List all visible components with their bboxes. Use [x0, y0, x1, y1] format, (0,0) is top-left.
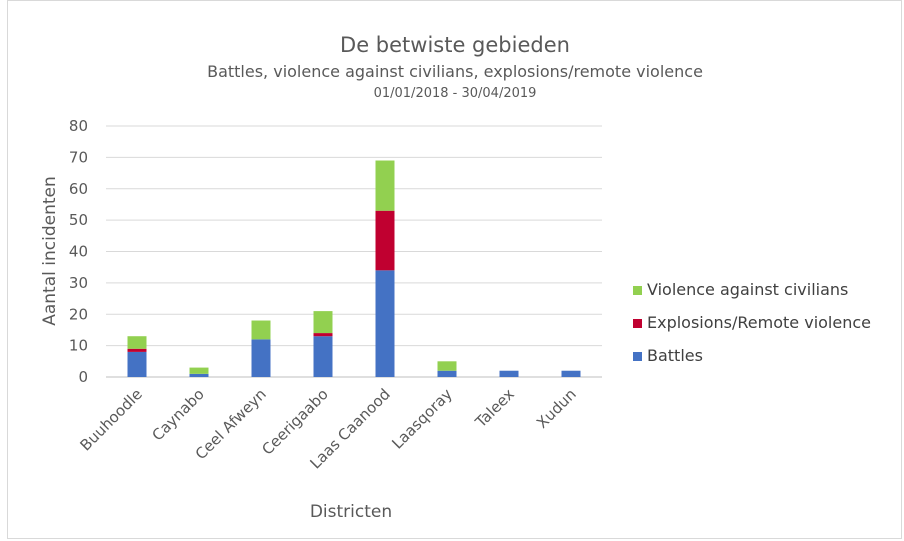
y-tick-label: 50 — [69, 211, 88, 229]
y-tick-label: 30 — [69, 274, 88, 292]
y-tick-label: 80 — [69, 117, 88, 135]
bar-segment — [375, 160, 395, 211]
stacked-bar-chart: De betwiste gebieden Battles, violence a… — [40, 33, 871, 522]
bars — [127, 160, 581, 377]
bar-segment — [437, 361, 457, 371]
bar-segment — [251, 339, 271, 377]
y-tick-label: 10 — [69, 337, 88, 355]
bar-segment — [375, 210, 395, 271]
bar-segment — [313, 311, 333, 334]
chart-frame: De betwiste gebieden Battles, violence a… — [7, 0, 902, 539]
legend: Violence against civilians Explosions/Rem… — [633, 280, 871, 365]
chart-subtitle: Battles, violence against civilians, exp… — [207, 62, 703, 81]
y-tick-label: 40 — [69, 243, 88, 261]
x-tick-label: Caynabo — [148, 385, 207, 444]
legend-swatch — [633, 319, 642, 328]
bar-segment — [127, 336, 147, 349]
bar-segment — [313, 333, 333, 337]
bar-segment — [437, 370, 457, 377]
bar-segment — [375, 270, 395, 377]
y-axis-label: Aantal incidenten — [40, 176, 60, 326]
gridlines — [106, 125, 602, 378]
legend-entry: Violence against civilians — [647, 280, 848, 299]
bar-segment — [189, 367, 209, 374]
bar-segment — [313, 336, 333, 377]
y-tick-label: 20 — [69, 305, 88, 323]
bar-segment — [561, 370, 581, 377]
x-tick-label: Buuhoodle — [76, 385, 145, 454]
bar-segment — [251, 320, 271, 340]
y-axis-ticks: 0 10 20 30 40 50 60 70 80 — [69, 117, 88, 386]
x-axis-label: Districten — [310, 502, 392, 522]
x-tick-label: Laasqoray — [388, 385, 456, 453]
bar-segment — [499, 370, 519, 377]
bar-segment — [127, 351, 147, 377]
x-tick-label: Xudun — [533, 385, 580, 432]
legend-swatch — [633, 286, 642, 295]
legend-entry: Battles — [647, 346, 703, 365]
legend-swatch — [633, 352, 642, 361]
bar-segment — [127, 348, 147, 352]
x-tick-label: Taleex — [471, 385, 518, 432]
y-tick-label: 60 — [69, 180, 88, 198]
y-tick-label: 0 — [78, 368, 88, 386]
legend-entry: Explosions/Remote violence — [647, 313, 871, 332]
bar-segment — [189, 373, 209, 377]
y-tick-label: 70 — [69, 148, 88, 166]
chart-date-range: 01/01/2018 - 30/04/2019 — [374, 86, 537, 101]
chart-title: De betwiste gebieden — [340, 33, 570, 57]
